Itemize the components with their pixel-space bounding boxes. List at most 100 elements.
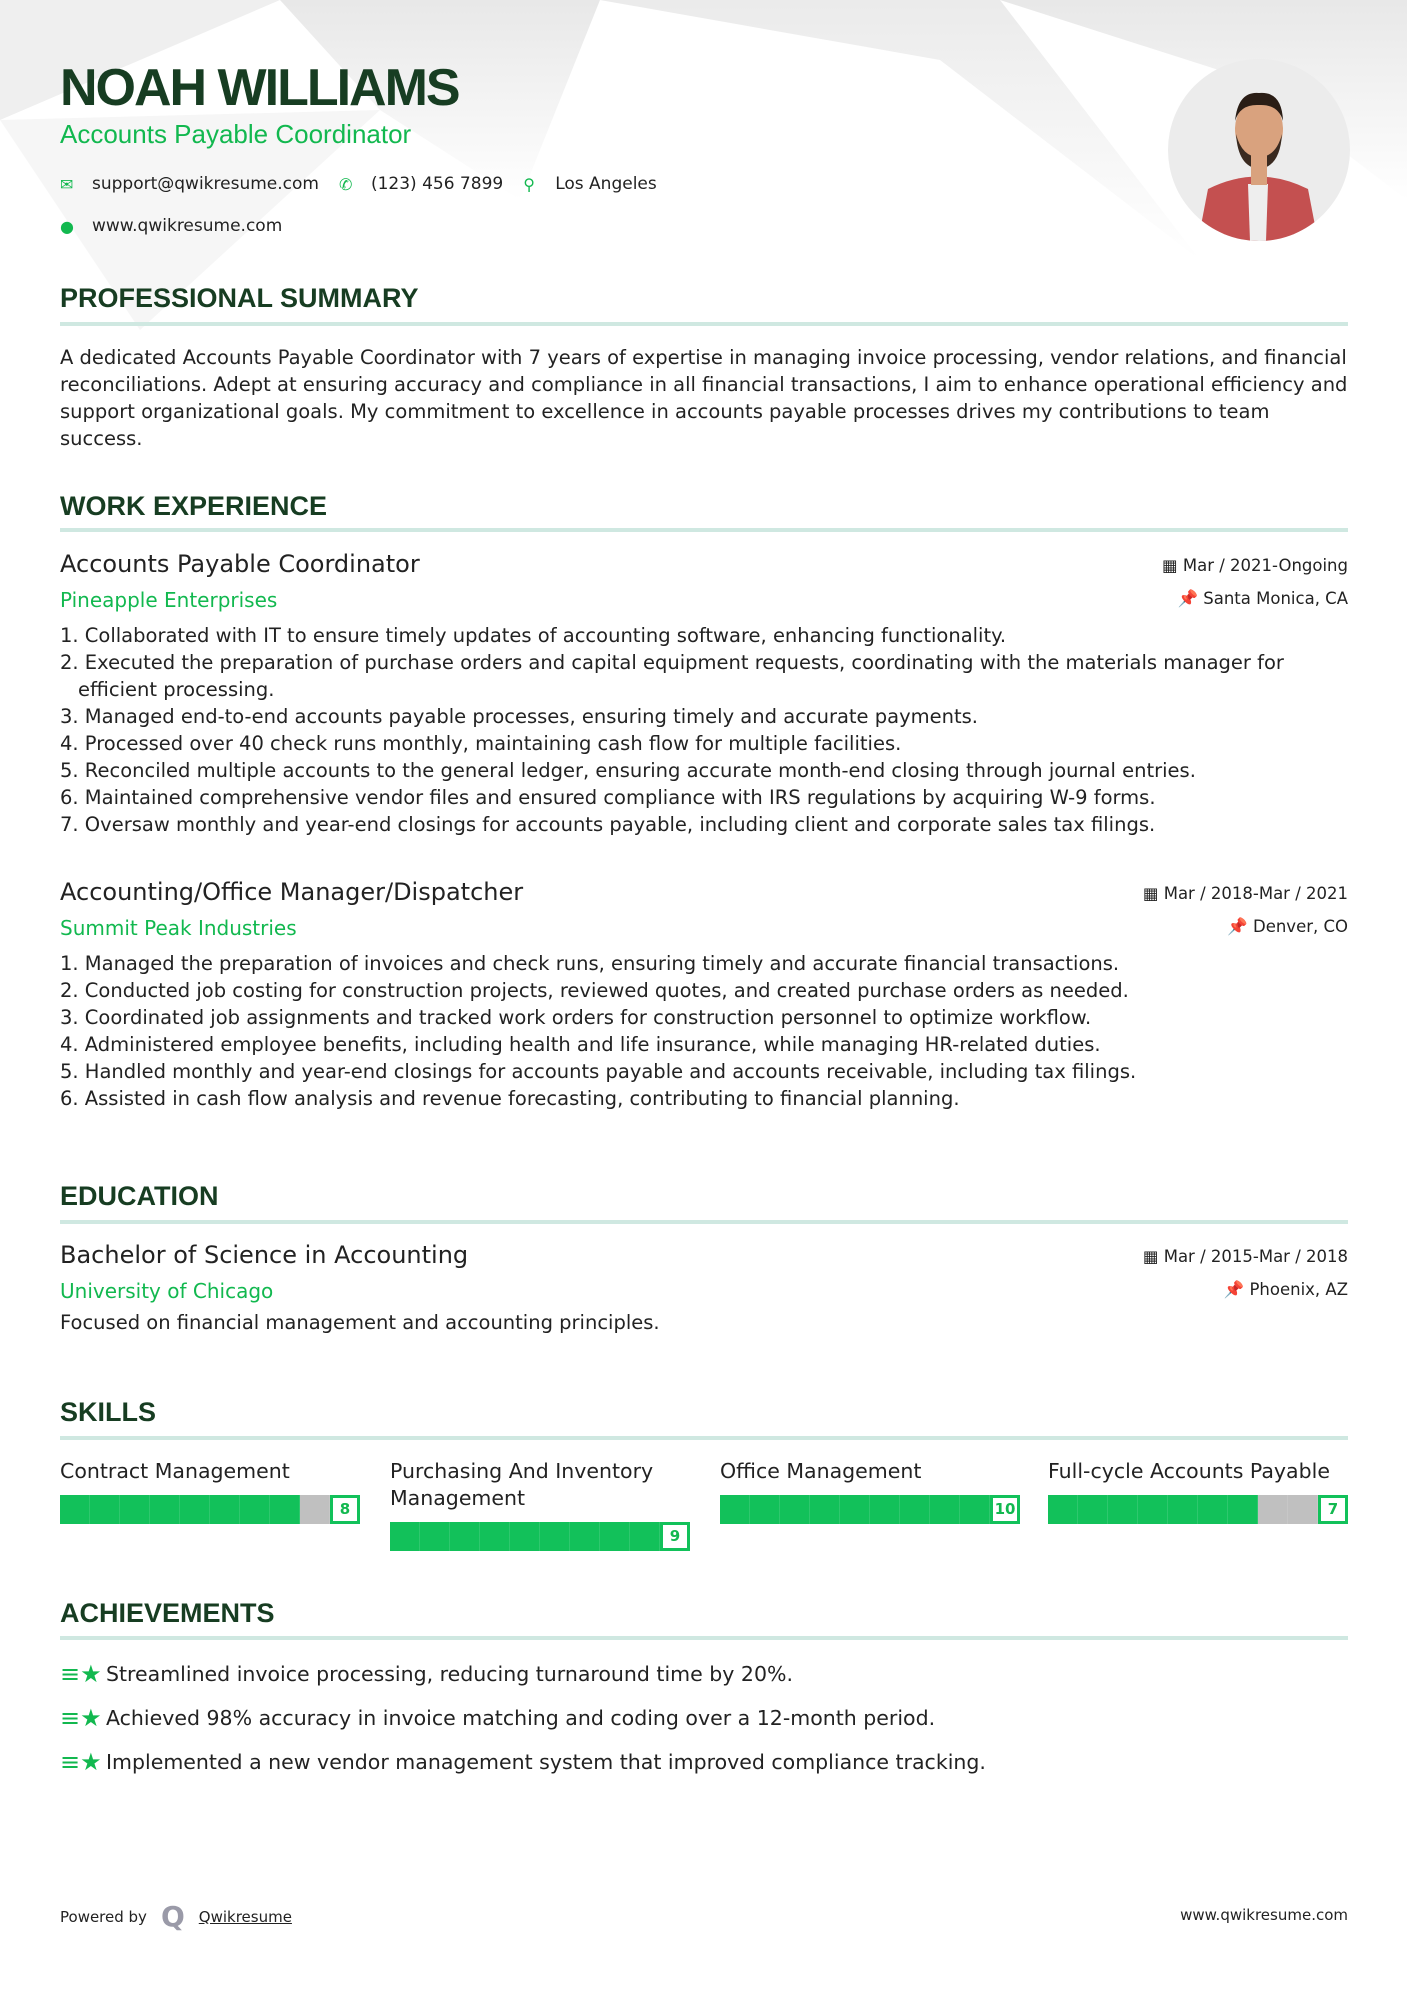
bullet: 5. Reconciled multiple accounts to the g… [60,759,1196,782]
bar-segment [1108,1495,1138,1524]
dates-text: Mar / 2018-Mar / 2021 [1163,884,1348,903]
job-dates: ▦ Mar / 2021-Ongoing [1162,556,1348,575]
school-name: University of Chicago [60,1279,274,1303]
job-title: Accounts Payable Coordinator [60,550,420,578]
bullet: 4. Processed over 40 check runs monthly,… [60,732,902,755]
phone-text: (123) 456 7899 [370,174,504,194]
globe-icon: ● [60,216,74,236]
skill-level-bar: 10 [720,1495,1020,1524]
job-bullets: 1. Managed the preparation of invoices a… [60,950,1348,1112]
bar-segment [900,1495,930,1524]
achievement-text: Streamlined invoice processing, reducing… [106,1662,794,1686]
bar-segment [720,1495,750,1524]
bar-segment [870,1495,900,1524]
bar-segment [60,1495,90,1524]
education-dates: ▦ Mar / 2015-Mar / 2018 [1143,1247,1348,1266]
profile-photo [1168,59,1350,241]
skills-heading: SKILLS [60,1397,157,1427]
phone-icon: ✆ [338,174,353,194]
job-title: Accounting/Office Manager/Dispatcher [60,878,524,906]
skill-level-number: 7 [1318,1495,1348,1524]
education-heading: EDUCATION [60,1181,219,1211]
job-entry: Accounts Payable Coordinator Pineapple E… [60,550,1348,838]
star-icon: ≡★ [60,1660,102,1688]
contact-row: ✉ support@qwikresume.com ✆ (123) 456 789… [60,174,657,194]
bar-segment [570,1522,600,1551]
qwikresume-logo-icon: Q [160,1900,185,1933]
skill-name: Office Management [720,1459,922,1483]
bar-segment [600,1522,630,1551]
job-location: 📌 Santa Monica, CA [1177,589,1348,609]
job-bullets: 1. Collaborated with IT to ensure timely… [60,622,1348,838]
pushpin-icon: 📌 [1177,589,1204,608]
bullet: 2. Executed the preparation of purchase … [60,651,1284,701]
header-background [0,0,1407,330]
bar-segment [1078,1495,1108,1524]
bar-segment [300,1495,330,1524]
candidate-name: NOAH WILLIAMS [60,59,461,117]
bar-segment [420,1522,450,1551]
calendar-icon: ▦ [1142,1247,1164,1266]
website-link[interactable]: www.qwikresume.com [92,216,283,236]
bar-segment [1258,1495,1288,1524]
map-pin-icon: ⚲ [523,174,535,194]
job-entry: Accounting/Office Manager/Dispatcher Sum… [60,878,1348,1112]
job-location: 📌 Denver, CO [1227,917,1348,937]
bar-segment [210,1495,240,1524]
skill-level-bar: 7 [1048,1495,1348,1524]
degree: Bachelor of Science in Accounting [60,1241,469,1269]
bar-segment [1048,1495,1078,1524]
bar-segment [810,1495,840,1524]
divider [60,1636,1348,1640]
location-text: Los Angeles [555,174,657,194]
achievement-text: Achieved 98% accuracy in invoice matchin… [106,1706,936,1730]
bar-segment [480,1522,510,1551]
bar-segment [1168,1495,1198,1524]
skill-level-bar: 8 [60,1495,360,1524]
bar-segment [1288,1495,1318,1524]
skill-level-bar: 9 [390,1522,690,1551]
footer-website[interactable]: www.qwikresume.com [1180,1906,1348,1924]
bar-segment [510,1522,540,1551]
candidate-title: Accounts Payable Coordinator [60,119,412,149]
dates-text: Mar / 2021-Ongoing [1182,556,1348,575]
skill-item: Full-cycle Accounts Payable 7 [1048,1458,1348,1524]
powered-by-text: Powered by [60,1907,147,1926]
skill-name: Purchasing And Inventory Management [390,1459,654,1510]
brand-link[interactable]: Qwikresume [198,1907,292,1926]
company-name: Summit Peak Industries [60,916,297,940]
bullet: 2. Conducted job costing for constructio… [60,979,1129,1002]
bar-segment [270,1495,300,1524]
email-link[interactable]: support@qwikresume.com [92,174,319,194]
bar-segment [1138,1495,1168,1524]
calendar-icon: ▦ [1142,884,1164,903]
divider [60,1436,1348,1440]
location-text: Denver, CO [1252,917,1348,936]
bullet: 1. Collaborated with IT to ensure timely… [60,624,1007,647]
bar-segment [150,1495,180,1524]
star-icon: ≡★ [60,1704,102,1732]
bar-segment [120,1495,150,1524]
divider [60,322,1348,326]
skill-level-number: 9 [660,1522,690,1551]
skill-level-number: 10 [990,1495,1020,1524]
company-name: Pineapple Enterprises [60,588,278,612]
star-icon: ≡★ [60,1748,102,1776]
skill-item: Contract Management 8 [60,1458,360,1524]
bar-segment [180,1495,210,1524]
bullet: 6. Maintained comprehensive vendor files… [60,786,1156,809]
bar-segment [240,1495,270,1524]
achievements-heading: ACHIEVEMENTS [60,1598,275,1628]
bar-segment [390,1522,420,1551]
bar-segment [840,1495,870,1524]
bullet: 7. Oversaw monthly and year-end closings… [60,813,1156,836]
experience-heading: WORK EXPERIENCE [60,491,328,521]
envelope-icon: ✉ [60,174,74,194]
skill-level-number: 8 [330,1495,360,1524]
education-description: Focused on financial management and acco… [60,1311,660,1334]
calendar-icon: ▦ [1162,556,1183,575]
pushpin-icon: 📌 [1227,917,1253,936]
bar-segment [960,1495,990,1524]
job-dates: ▦ Mar / 2018-Mar / 2021 [1143,884,1348,903]
bar-segment [1198,1495,1228,1524]
